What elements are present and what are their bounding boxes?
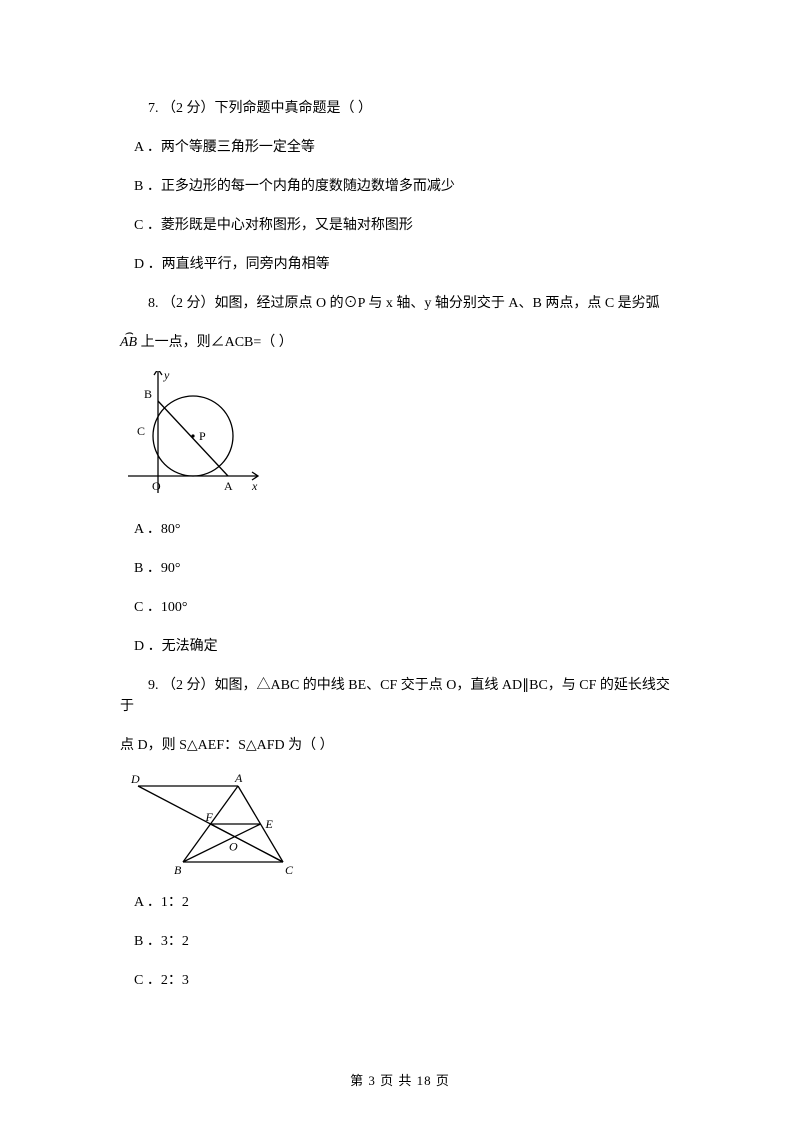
q9-figure: A B C D F E O: [128, 774, 680, 874]
q8-diagram-svg: O A B C Px y: [128, 371, 268, 501]
q8-option-a: A ．80°: [120, 519, 680, 540]
footer-total: 18: [417, 1073, 432, 1088]
q8-option-d: D ．无法确定: [120, 636, 680, 657]
svg-text:B: B: [174, 863, 182, 874]
svg-text:A: A: [234, 774, 243, 785]
q8-figure: O A B C Px y: [128, 371, 680, 501]
q9-diagram-svg: A B C D F E O: [128, 774, 298, 874]
arc-ab-notation: AB: [120, 332, 137, 353]
q7-option-c: C ．菱形既是中心对称图形，又是轴对称图形: [120, 215, 680, 236]
q9-option-b: B ．3：2: [120, 931, 680, 952]
q8-stem-line2-after: 上一点，则∠ACB=（ ）: [137, 335, 293, 350]
footer-middle: 页 共: [376, 1073, 417, 1088]
svg-text:C: C: [285, 863, 294, 874]
q7-option-b: B ．正多边形的每一个内角的度数随边数增多而减少: [120, 176, 680, 197]
svg-text:O: O: [152, 479, 161, 493]
q9-stem-line2: 点 D，则 S△AEF：S△AFD 为（ ）: [120, 735, 680, 756]
footer-current: 3: [368, 1073, 376, 1088]
svg-text:x: x: [251, 479, 258, 493]
q9-stem-line1: 9. （2 分）如图，△ABC 的中线 BE、CF 交于点 O，直线 AD∥BC…: [120, 675, 680, 717]
q8-option-c: C ．100°: [120, 597, 680, 618]
svg-text:P: P: [199, 429, 206, 443]
q9-option-c: C ．2：3: [120, 970, 680, 991]
q8-stem-line1: 8. （2 分）如图，经过原点 O 的⊙P 与 x 轴、y 轴分别交于 A、B …: [120, 293, 680, 314]
q7-option-a: A ．两个等腰三角形一定全等: [120, 137, 680, 158]
svg-text:O: O: [229, 840, 238, 854]
svg-text:F: F: [205, 810, 214, 824]
q8-stem-line2: AB 上一点，则∠ACB=（ ）: [120, 332, 680, 353]
svg-text:y: y: [163, 371, 170, 382]
footer-prefix: 第: [350, 1073, 368, 1088]
svg-text:D: D: [130, 774, 140, 786]
q8-option-b: B ．90°: [120, 558, 680, 579]
svg-text:C: C: [137, 424, 145, 438]
svg-text:A: A: [224, 479, 233, 493]
svg-text:E: E: [265, 817, 274, 831]
svg-text:B: B: [144, 387, 152, 401]
q9-option-a: A ．1：2: [120, 892, 680, 913]
q7-stem: 7. （2 分）下列命题中真命题是（ ）: [120, 98, 680, 119]
q7-option-d: D ．两直线平行，同旁内角相等: [120, 254, 680, 275]
footer-suffix: 页: [432, 1073, 450, 1088]
page-footer: 第 3 页 共 18 页: [0, 1071, 800, 1091]
